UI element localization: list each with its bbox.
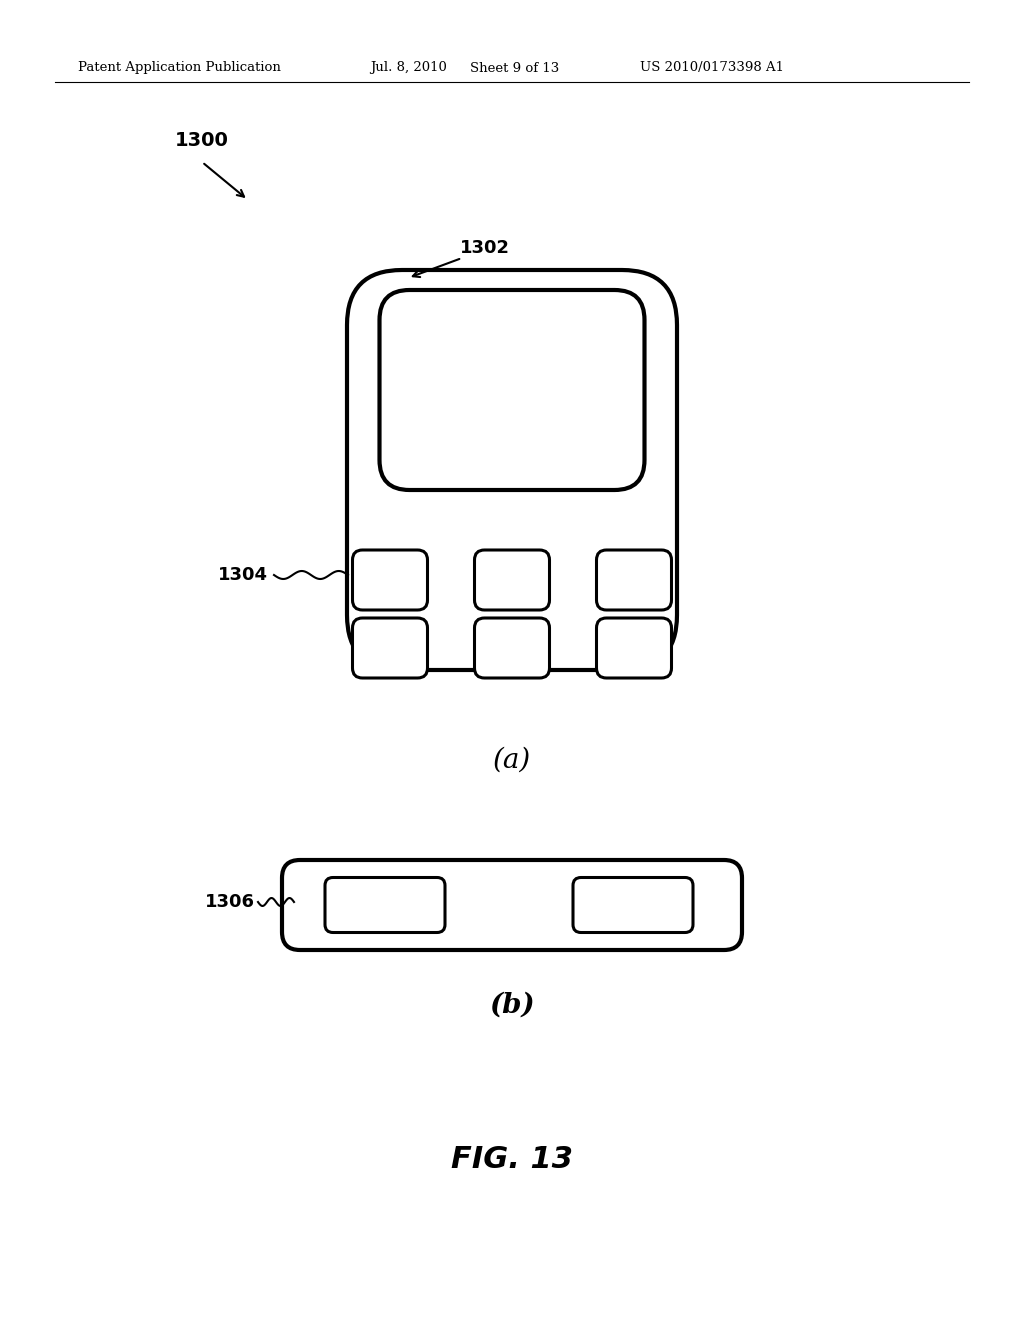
FancyBboxPatch shape (597, 550, 672, 610)
Text: Jul. 8, 2010: Jul. 8, 2010 (370, 62, 446, 74)
FancyBboxPatch shape (282, 861, 742, 950)
Text: 1304: 1304 (218, 566, 268, 583)
Text: 1302: 1302 (460, 239, 510, 257)
FancyBboxPatch shape (474, 618, 550, 678)
Text: Sheet 9 of 13: Sheet 9 of 13 (470, 62, 559, 74)
FancyBboxPatch shape (597, 618, 672, 678)
Text: (b): (b) (489, 991, 535, 1019)
Text: 1306: 1306 (205, 894, 255, 911)
FancyBboxPatch shape (347, 271, 677, 671)
Text: (a): (a) (493, 747, 531, 774)
FancyBboxPatch shape (573, 878, 693, 932)
Text: FIG. 13: FIG. 13 (451, 1146, 573, 1175)
FancyBboxPatch shape (380, 290, 644, 490)
FancyBboxPatch shape (352, 550, 427, 610)
Text: Patent Application Publication: Patent Application Publication (78, 62, 281, 74)
FancyBboxPatch shape (474, 550, 550, 610)
FancyBboxPatch shape (352, 618, 427, 678)
Text: 1300: 1300 (175, 131, 229, 149)
Text: US 2010/0173398 A1: US 2010/0173398 A1 (640, 62, 784, 74)
FancyBboxPatch shape (325, 878, 445, 932)
